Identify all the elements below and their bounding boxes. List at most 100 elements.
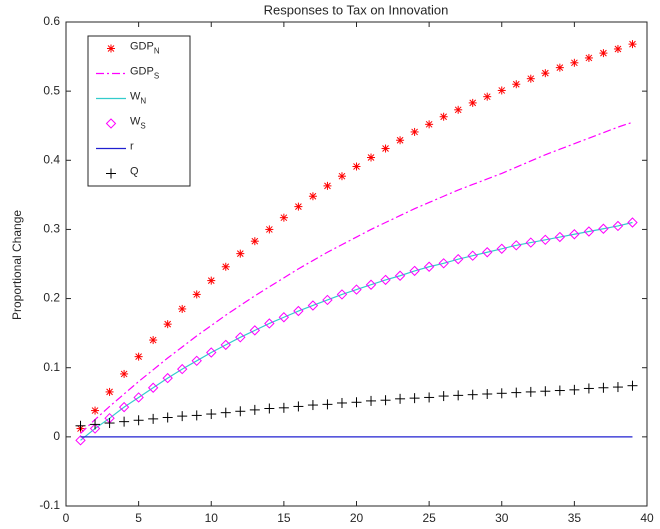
plus-marker <box>525 386 536 397</box>
plus-marker <box>90 419 101 430</box>
y-tick-label: -0.1 <box>39 498 60 512</box>
plus-marker <box>540 386 551 397</box>
diamond-marker <box>627 217 638 228</box>
star-stroke <box>265 226 273 233</box>
star-stroke <box>353 163 360 170</box>
star-stroke <box>367 154 375 161</box>
plus-marker <box>293 401 304 412</box>
plus-marker <box>322 399 333 410</box>
diamond-marker <box>264 318 275 329</box>
star-marker <box>107 44 115 53</box>
star-stroke <box>295 203 302 210</box>
star-marker <box>468 98 477 107</box>
diamond-marker <box>176 363 188 375</box>
y-tick-label: 0 <box>53 429 60 443</box>
diamond-marker <box>235 332 246 343</box>
plus-marker <box>424 392 435 403</box>
star-marker <box>236 249 245 258</box>
y-tick-label: 0.5 <box>43 83 60 97</box>
star-stroke <box>91 407 99 414</box>
y-tick-label: 0.2 <box>43 291 60 305</box>
star-marker <box>381 144 390 153</box>
diamond-marker <box>191 355 202 367</box>
chart-title: Responses to Tax on Innovation <box>264 2 449 17</box>
legend-label: WN <box>130 90 146 105</box>
star-stroke <box>222 263 230 271</box>
diamond-marker <box>496 243 507 254</box>
plus-marker <box>106 168 116 179</box>
diamond-marker <box>423 261 435 272</box>
diamond-marker <box>75 435 86 446</box>
star-stroke <box>178 305 186 313</box>
plus-marker <box>511 387 522 398</box>
plus-marker <box>278 402 289 413</box>
diamond-marker <box>133 392 144 403</box>
star-marker <box>178 304 187 313</box>
y-tick-label: 0.4 <box>43 152 60 166</box>
x-tick-label: 20 <box>350 511 364 525</box>
diamond-marker <box>554 231 566 243</box>
diamond-marker <box>118 401 130 413</box>
diamond-marker <box>147 382 159 393</box>
star-marker <box>294 202 303 211</box>
plus-marker <box>235 406 246 417</box>
star-stroke <box>498 87 506 94</box>
y-tick-label: 0.3 <box>43 222 60 236</box>
diamond-marker <box>336 289 348 300</box>
star-stroke <box>396 136 404 144</box>
star-stroke <box>236 250 244 257</box>
star-marker <box>91 406 100 415</box>
star-marker <box>250 237 259 246</box>
series-line <box>80 121 633 434</box>
star-stroke <box>425 120 433 128</box>
star-stroke <box>541 69 549 77</box>
star-stroke <box>600 49 607 57</box>
star-stroke <box>469 99 477 107</box>
star-stroke <box>280 214 288 222</box>
diamond-marker <box>365 279 377 290</box>
star-stroke <box>483 93 491 101</box>
star-marker <box>425 120 434 129</box>
star-stroke <box>571 59 578 67</box>
star-stroke <box>324 182 331 190</box>
star-stroke <box>629 40 636 48</box>
diamond-marker <box>249 325 261 336</box>
plus-marker <box>104 418 115 429</box>
plus-marker <box>496 388 507 399</box>
star-marker <box>352 162 361 171</box>
star-stroke <box>454 106 462 114</box>
star-marker <box>483 92 492 101</box>
x-tick-label: 10 <box>205 511 219 525</box>
star-marker <box>555 63 564 72</box>
plus-marker <box>409 393 420 404</box>
diamond-marker <box>105 118 117 129</box>
star-stroke <box>440 113 448 121</box>
x-tick-label: 40 <box>640 511 654 525</box>
diamond-marker <box>206 347 217 358</box>
star-marker <box>570 58 579 67</box>
plus-marker <box>453 390 464 401</box>
star-stroke <box>120 370 128 378</box>
plus-marker <box>598 382 609 393</box>
star-stroke <box>107 45 115 52</box>
plus-marker <box>627 380 638 391</box>
plus-marker <box>482 388 493 399</box>
y-axis-label: Proportional Change <box>10 210 24 320</box>
star-marker <box>192 290 201 299</box>
plus-marker <box>380 395 391 406</box>
star-marker <box>279 213 288 222</box>
legend-box <box>87 35 191 187</box>
plus-marker <box>554 385 565 396</box>
star-marker <box>221 262 230 271</box>
star-marker <box>628 40 637 49</box>
plus-marker <box>249 404 260 415</box>
diamond-marker <box>380 274 391 286</box>
plus-marker <box>220 407 231 418</box>
plus-marker <box>162 412 173 423</box>
star-marker <box>454 105 463 114</box>
plus-marker <box>569 384 580 395</box>
plus-marker <box>264 403 275 414</box>
star-marker <box>367 153 376 162</box>
legend-label: Q <box>130 165 139 177</box>
y-tick-label: 0.1 <box>43 360 60 374</box>
